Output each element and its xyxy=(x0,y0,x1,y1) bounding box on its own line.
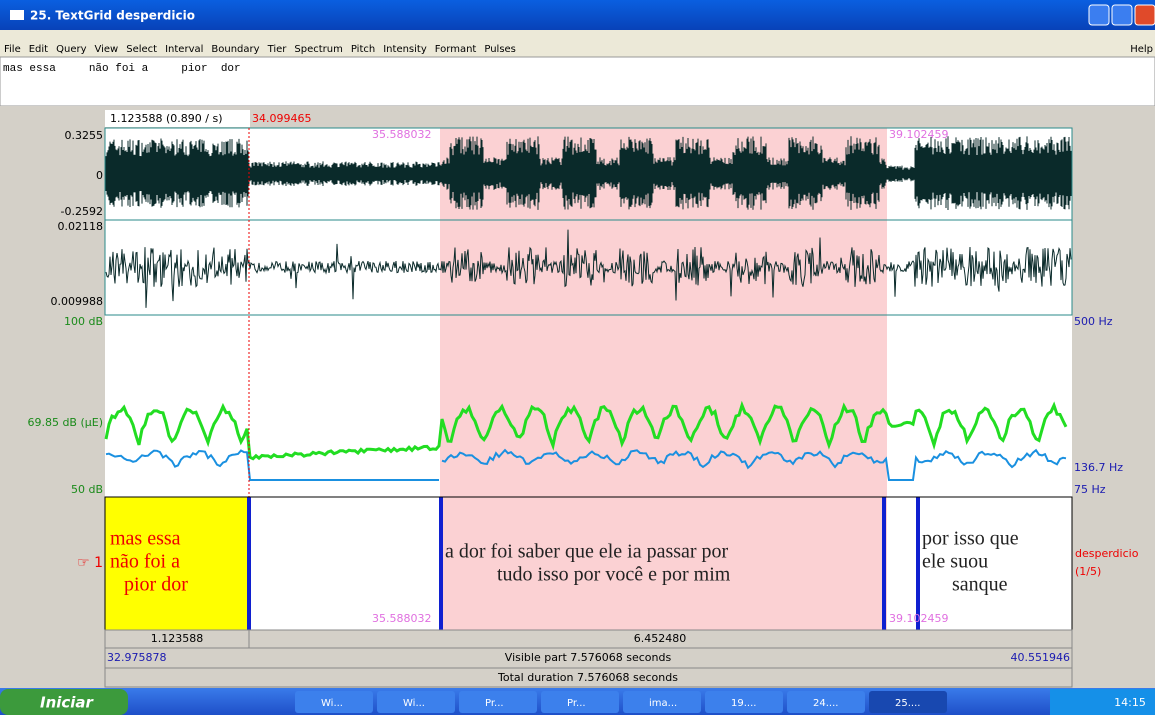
start-label: Iniciar xyxy=(40,694,95,712)
menu-item[interactable]: Help xyxy=(1130,44,1153,55)
cursor-info: 1.123588 (0.890 / s) xyxy=(110,112,223,125)
axis-label: 100 dB xyxy=(64,315,103,328)
axis-label: -0.2592 xyxy=(61,205,103,218)
maximize[interactable] xyxy=(1112,5,1132,25)
interval-text: mas essa xyxy=(110,528,181,550)
selection-end: 39.102459 xyxy=(889,128,949,141)
menu-item[interactable]: Query xyxy=(56,44,86,55)
visible-start: 32.975878 xyxy=(107,651,167,664)
interval-text: por isso que xyxy=(922,528,1019,550)
tier-number: ☞ 1 xyxy=(77,555,103,571)
minimize[interactable] xyxy=(1089,5,1109,25)
menu-item[interactable]: Boundary xyxy=(211,44,259,55)
task-label: Pr... xyxy=(485,698,504,709)
praat-window: 25. TextGrid desperdicio File Edit Query Vi… xyxy=(0,0,1155,715)
axis-label: 500 Hz xyxy=(1074,315,1113,328)
interval-text: ele suou xyxy=(922,551,988,573)
menu-item[interactable]: Spectrum xyxy=(294,44,342,55)
menu-item[interactable]: Tier xyxy=(267,44,288,55)
task-label: 24.... xyxy=(813,698,838,709)
axis-label: 75 Hz xyxy=(1074,483,1106,496)
total-duration: Total duration 7.576068 seconds xyxy=(497,671,678,684)
axis-label: 69.85 dB (μE) xyxy=(27,416,103,429)
close[interactable] xyxy=(1135,5,1155,25)
axis-label: 0 xyxy=(96,169,103,182)
tier-name: desperdicio xyxy=(1075,547,1139,560)
visible-end: 40.551946 xyxy=(1011,651,1071,664)
visible-part: Visible part 7.576068 seconds xyxy=(505,651,672,664)
menu-item[interactable]: Pitch xyxy=(351,44,375,55)
task-label: 25.... xyxy=(895,698,920,709)
selection-end: 39.102459 xyxy=(889,612,949,625)
menu-item[interactable]: Formant xyxy=(435,44,477,55)
menu-item[interactable]: Select xyxy=(126,44,157,55)
interval-text: não foi a xyxy=(110,551,180,573)
clock: 14:15 xyxy=(1114,696,1146,709)
axis-label: 0.009988 xyxy=(51,295,104,308)
task-label: Wi... xyxy=(321,698,343,709)
duration: 1.123588 xyxy=(151,632,204,645)
menu-item[interactable]: Interval xyxy=(165,44,203,55)
tier-count: (1/5) xyxy=(1075,565,1101,578)
menu-item[interactable]: Edit xyxy=(29,44,48,55)
text-field-content: mas essa não foi a pior dor xyxy=(3,63,241,75)
cursor-time: 34.099465 xyxy=(252,112,312,125)
selection-start: 35.588032 xyxy=(372,128,432,141)
axis-label: 0.02118 xyxy=(58,220,104,233)
interval-text: sanque xyxy=(952,574,1008,596)
axis-label: 136.7 Hz xyxy=(1074,461,1123,474)
menu-item[interactable]: File xyxy=(4,44,21,55)
axis-label: 50 dB xyxy=(71,483,103,496)
task-label: 19.... xyxy=(731,698,756,709)
duration: 6.452480 xyxy=(634,632,687,645)
selection-start: 35.588032 xyxy=(372,612,432,625)
task-label: ima... xyxy=(649,698,677,709)
interval-text: a dor foi saber que ele ia passar por xyxy=(445,541,729,563)
menu-item[interactable]: View xyxy=(95,44,119,55)
menu-item[interactable]: Pulses xyxy=(484,44,516,55)
interval-text: tudo isso por você e por mim xyxy=(497,564,731,586)
interval-text: pior dor xyxy=(124,574,188,596)
window-title: 25. TextGrid desperdicio xyxy=(30,9,195,23)
axis-label: 0.3255 xyxy=(65,129,104,142)
menu-item[interactable]: Intensity xyxy=(383,44,427,55)
task-label: Wi... xyxy=(403,698,425,709)
window-icon xyxy=(10,10,24,20)
task-label: Pr... xyxy=(567,698,586,709)
